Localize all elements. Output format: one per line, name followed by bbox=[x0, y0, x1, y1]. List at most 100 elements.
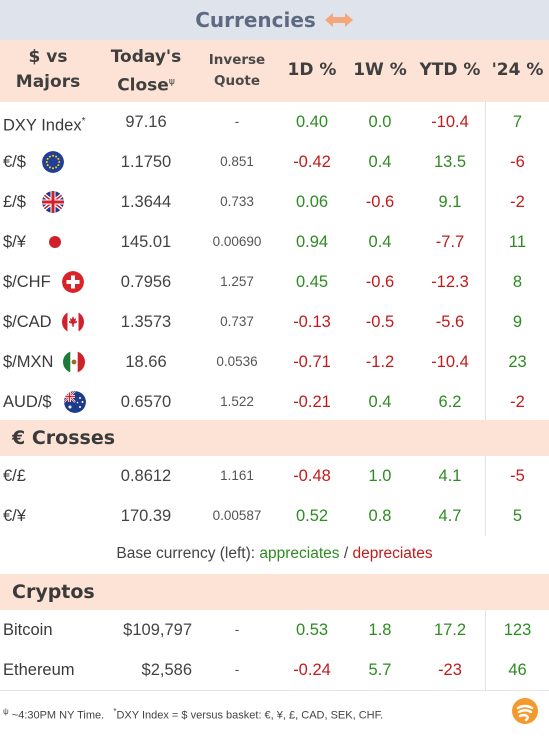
title-bar: Currencies bbox=[0, 0, 549, 40]
cryptos-title: Cryptos bbox=[12, 581, 95, 603]
inverse-quote: 0.733 bbox=[220, 194, 254, 209]
table-row: DXY Index* 97.16 - 0.40 0.0 -10.4 7 bbox=[0, 102, 549, 142]
change-ytd: 4.7 bbox=[438, 507, 462, 525]
table-row: €/£ 0.8612 1.161 -0.48 1.0 4.1 -5 bbox=[0, 456, 549, 496]
change-1w: 1.8 bbox=[368, 621, 392, 639]
close-value: 1.3573 bbox=[120, 313, 172, 331]
header-inverse: Inverse Quote bbox=[208, 52, 266, 89]
inverse-quote: 0.00690 bbox=[212, 234, 262, 249]
change-1w: 0.4 bbox=[368, 153, 392, 171]
legend-separator: / bbox=[343, 545, 349, 562]
pair-label: £/$ bbox=[3, 193, 26, 211]
change-2024: -2 bbox=[510, 193, 525, 211]
eu-flag-icon bbox=[42, 151, 64, 173]
header-1d: 1D % bbox=[287, 60, 337, 80]
pair-label: Bitcoin bbox=[3, 621, 53, 639]
close-value: 170.39 bbox=[120, 507, 172, 525]
header-24: '24 % bbox=[491, 60, 544, 80]
table-row: AUD/$ 0.6570 1.522 -0.21 0.4 6.2 -2 bbox=[0, 382, 549, 422]
close-value: 97.16 bbox=[125, 113, 167, 131]
change-ytd: -5.6 bbox=[435, 313, 465, 331]
change-1d: 0.06 bbox=[295, 193, 329, 211]
change-1w: 0.8 bbox=[368, 507, 392, 525]
pair-label: $/CHF bbox=[3, 273, 51, 291]
table-row: $/¥ 145.01 0.00690 0.94 0.4 -7.7 11 bbox=[0, 222, 549, 262]
crosses-section-header: € Crosses bbox=[0, 420, 549, 456]
column-divider bbox=[485, 456, 486, 536]
change-1w: -1.2 bbox=[365, 353, 395, 371]
cryptos-section-header: Cryptos bbox=[0, 574, 549, 610]
change-1d: 0.94 bbox=[295, 233, 329, 251]
inverse-quote: 0.851 bbox=[220, 154, 254, 169]
change-ytd: -10.4 bbox=[431, 113, 469, 131]
footnote: ψ ~4:30PM NY Time. *DXY Index = $ versus… bbox=[3, 707, 384, 722]
pair-label: $/¥ bbox=[3, 233, 26, 251]
table-header: $ vs Majors Today's Closeψ Inverse Quote… bbox=[0, 40, 549, 102]
change-2024: 8 bbox=[512, 273, 523, 291]
inverse-quote: 1.257 bbox=[220, 274, 254, 289]
change-ytd: 4.1 bbox=[438, 467, 462, 485]
change-2024: -5 bbox=[510, 467, 525, 485]
change-2024: -6 bbox=[510, 153, 525, 171]
header-ytd: YTD % bbox=[419, 60, 481, 80]
inverse-quote: 1.161 bbox=[220, 468, 254, 483]
change-1d: 0.45 bbox=[295, 273, 329, 291]
japan-flag-icon bbox=[44, 231, 66, 253]
inverse-quote: 1.522 bbox=[220, 394, 254, 409]
header-1w: 1W % bbox=[353, 60, 407, 80]
canada-flag-icon bbox=[62, 311, 84, 333]
header-close: Today's Closeψ bbox=[110, 47, 182, 96]
australia-flag-icon bbox=[64, 391, 86, 413]
crosses-title: € Crosses bbox=[12, 427, 116, 449]
close-value: $2,586 bbox=[141, 661, 192, 679]
inverse-quote: 0.737 bbox=[220, 314, 254, 329]
inverse-quote: - bbox=[234, 622, 240, 637]
table-row: €/¥ 170.39 0.00587 0.52 0.8 4.7 5 bbox=[0, 496, 549, 536]
change-1w: 0.0 bbox=[368, 113, 392, 131]
table-row: Ethereum $2,586 - -0.24 5.7 -23 46 bbox=[0, 650, 549, 690]
table-row: £/$ 1.3644 0.733 0.06 -0.6 9.1 -2 bbox=[0, 182, 549, 222]
pair-label: Ethereum bbox=[3, 661, 75, 679]
header-pair: $ vs Majors bbox=[15, 47, 81, 92]
color-legend: Base currency (left): appreciates / depr… bbox=[0, 540, 549, 568]
change-1d: -0.21 bbox=[293, 393, 331, 411]
page-title: Currencies bbox=[195, 8, 316, 32]
pair-label: AUD/$ bbox=[3, 393, 52, 411]
change-2024: 9 bbox=[512, 313, 523, 331]
change-ytd: 9.1 bbox=[438, 193, 462, 211]
change-1d: -0.24 bbox=[293, 661, 331, 679]
change-ytd: -7.7 bbox=[435, 233, 465, 251]
change-1w: 5.7 bbox=[368, 661, 392, 679]
change-2024: 46 bbox=[508, 661, 527, 679]
change-1w: -0.6 bbox=[365, 273, 395, 291]
close-value: 1.3644 bbox=[120, 193, 172, 211]
change-ytd: 13.5 bbox=[433, 153, 467, 171]
close-value: $109,797 bbox=[123, 621, 192, 639]
pair-label: DXY Index* bbox=[3, 116, 86, 135]
legend-appreciates: appreciates bbox=[259, 545, 340, 562]
table-row: $/CHF 0.7956 1.257 0.45 -0.6 -12.3 8 bbox=[0, 262, 549, 302]
change-1d: 0.53 bbox=[295, 621, 329, 639]
pair-label: €/£ bbox=[3, 467, 26, 485]
change-ytd: -10.4 bbox=[431, 353, 469, 371]
legend-depreciates: depreciates bbox=[352, 545, 433, 562]
table-row: $/MXN 18.66 0.0536 -0.71 -1.2 -10.4 23 bbox=[0, 342, 549, 382]
change-1w: 0.4 bbox=[368, 233, 392, 251]
change-ytd: 6.2 bbox=[438, 393, 462, 411]
change-2024: 7 bbox=[512, 113, 523, 131]
close-value: 0.7956 bbox=[120, 273, 172, 291]
inverse-quote: 0.0536 bbox=[216, 354, 258, 369]
inverse-quote: 0.00587 bbox=[212, 508, 262, 523]
change-1d: 0.40 bbox=[295, 113, 329, 131]
close-value: 1.1750 bbox=[120, 153, 172, 171]
pair-label: €/¥ bbox=[3, 507, 26, 525]
change-1w: -0.5 bbox=[365, 313, 395, 331]
change-1d: 0.52 bbox=[295, 507, 329, 525]
change-2024: 11 bbox=[508, 233, 527, 251]
inverse-quote: - bbox=[234, 662, 240, 677]
change-1d: -0.42 bbox=[293, 153, 331, 171]
change-ytd: -23 bbox=[438, 661, 462, 679]
double-arrow-icon bbox=[324, 12, 354, 28]
pair-label: €/$ bbox=[3, 153, 26, 171]
change-ytd: -12.3 bbox=[431, 273, 469, 291]
